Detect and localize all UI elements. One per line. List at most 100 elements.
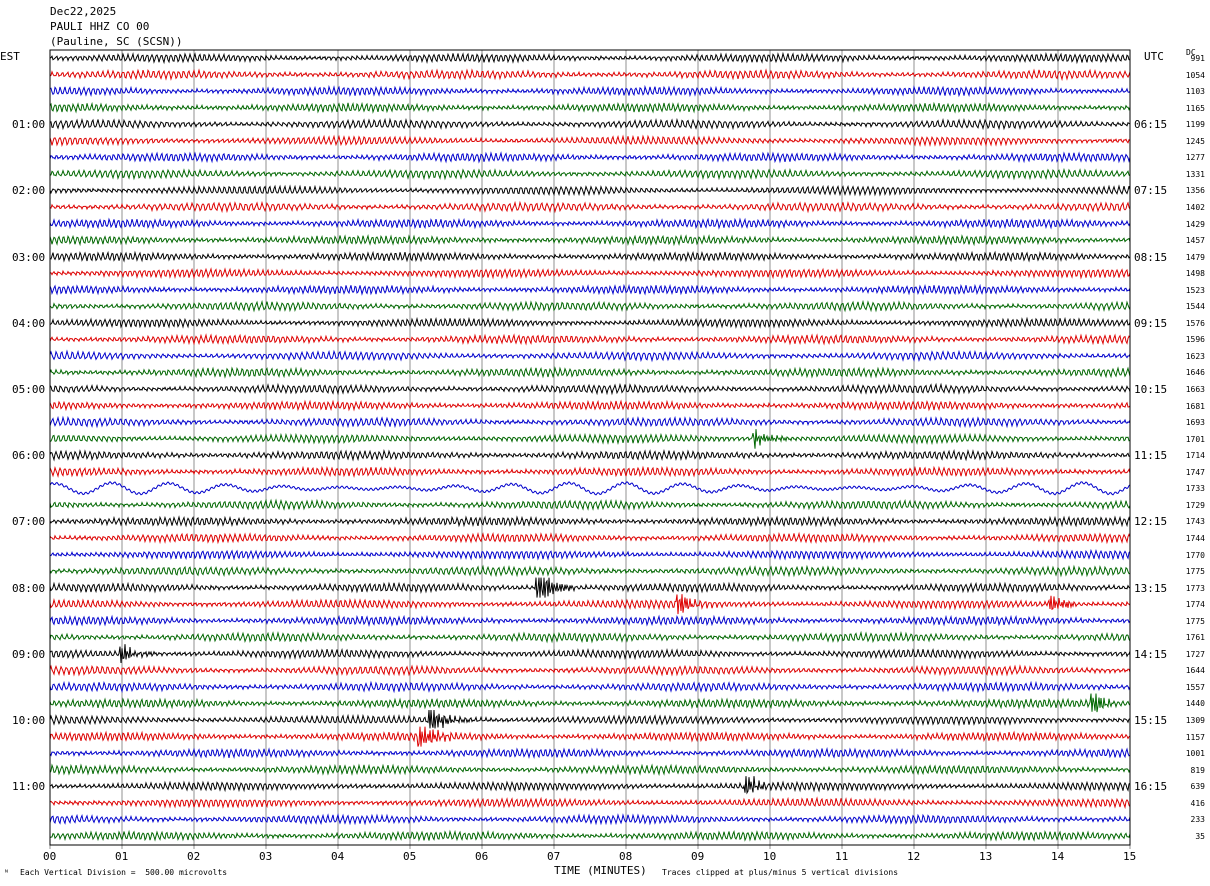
dc-offset-label: 1440 <box>1185 699 1205 709</box>
trace-row-18 <box>49 349 1131 363</box>
trace-row-19 <box>49 366 1131 379</box>
trace-row-12 <box>49 250 1131 263</box>
right-hour-label: 16:15 <box>1134 780 1168 794</box>
trace-row-2 <box>49 84 1131 98</box>
x-tick-label: 02 <box>187 850 201 863</box>
dc-offset-label: 1743 <box>1185 517 1205 527</box>
plot-frame <box>49 49 1131 846</box>
x-tick-label: 09 <box>691 850 705 863</box>
x-tick-label: 04 <box>331 850 345 863</box>
x-tick-label: 10 <box>763 850 777 863</box>
dc-offset-label: 1498 <box>1185 269 1205 279</box>
x-tick-label: 03 <box>259 850 273 863</box>
dc-offset-label: 1277 <box>1185 153 1205 163</box>
dc-offset-label: 1245 <box>1185 136 1205 146</box>
seismic-traces <box>49 51 1131 842</box>
dc-offset-label: 1729 <box>1185 500 1205 510</box>
header-location: (Pauline, SC (SCSN)) <box>50 35 183 48</box>
trace-row-20 <box>49 382 1131 396</box>
left-hour-label: 07:00 <box>12 515 46 529</box>
left-timezone-label: EST <box>0 50 20 63</box>
dc-offset-label: 35 <box>1195 831 1205 841</box>
trace-row-1 <box>49 68 1131 82</box>
trace-row-15 <box>49 299 1131 313</box>
trace-row-31 <box>49 564 1131 578</box>
trace-row-45 <box>49 796 1131 810</box>
trace-row-10 <box>49 217 1131 230</box>
trace-row-32 <box>49 577 1131 598</box>
minute-grid <box>49 50 1131 849</box>
trace-row-34 <box>49 614 1131 627</box>
dc-offset-label: 1523 <box>1185 285 1205 295</box>
clip-note: Traces clipped at plus/minus 5 vertical … <box>662 868 899 877</box>
trace-row-37 <box>49 664 1131 677</box>
trace-row-23 <box>49 429 1131 449</box>
dc-offset-label: 1402 <box>1185 202 1205 212</box>
trace-row-14 <box>49 283 1131 296</box>
trace-row-36 <box>49 644 1131 664</box>
dc-offset-label: 1331 <box>1185 169 1205 179</box>
dc-offset-label: 1701 <box>1185 434 1205 444</box>
dc-offset-label: 991 <box>1190 54 1205 63</box>
trace-row-38 <box>49 680 1131 694</box>
trace-row-6 <box>49 151 1131 164</box>
dc-offset-label: 1727 <box>1185 649 1205 659</box>
dc-offset-label: 1775 <box>1185 616 1205 626</box>
dc-offset-label: 1681 <box>1185 401 1205 411</box>
dc-offset-label: 1544 <box>1185 302 1205 312</box>
dc-offset-label: 1774 <box>1185 600 1205 610</box>
trace-row-41 <box>49 726 1131 747</box>
dc-offset-label: 1623 <box>1185 351 1205 361</box>
dc-offset-label: 1199 <box>1185 120 1205 130</box>
trace-row-4 <box>49 117 1131 131</box>
dc-offset-label: 1479 <box>1185 252 1205 262</box>
dc-offset-label: 1744 <box>1185 533 1205 543</box>
dc-offset-label: 1644 <box>1185 666 1205 676</box>
trace-row-35 <box>49 630 1131 644</box>
header-station: PAULI HHZ CO 00 <box>50 20 150 33</box>
left-hour-label: 09:00 <box>12 647 46 661</box>
trace-row-16 <box>49 316 1131 329</box>
x-tick-label: 05 <box>403 850 417 863</box>
dc-offset-label: 1747 <box>1185 467 1205 477</box>
x-tick-label: 12 <box>907 850 921 863</box>
trace-row-17 <box>49 333 1131 346</box>
trace-row-5 <box>49 134 1131 148</box>
left-hour-label: 06:00 <box>12 449 46 463</box>
trace-row-28 <box>49 515 1131 528</box>
dc-offset-label: 1773 <box>1185 583 1205 593</box>
trace-row-21 <box>49 399 1131 412</box>
trace-row-40 <box>49 709 1131 729</box>
dc-offset-label: 1596 <box>1185 335 1205 345</box>
left-hour-label: 03:00 <box>12 250 46 264</box>
dc-offset-label: 1165 <box>1185 103 1205 113</box>
right-hour-label: 11:15 <box>1134 449 1168 463</box>
trace-row-8 <box>49 184 1131 197</box>
left-hour-label: 02:00 <box>12 184 46 198</box>
dc-offset-label: 1693 <box>1185 418 1205 428</box>
trace-row-9 <box>49 200 1131 214</box>
x-tick-label: 08 <box>619 850 633 863</box>
trace-row-39 <box>49 693 1131 713</box>
dc-offset-label: 1557 <box>1185 682 1205 692</box>
dc-offset-label: 1646 <box>1185 368 1205 378</box>
dc-offset-label: 1733 <box>1185 484 1205 494</box>
dc-offset-label: 1770 <box>1185 550 1205 560</box>
x-tick-label: 06 <box>475 850 489 863</box>
dc-offset-label: 1001 <box>1185 749 1205 759</box>
left-hour-label: 11:00 <box>12 780 46 794</box>
trace-row-33 <box>49 594 1131 615</box>
left-hour-label: 10:00 <box>12 714 46 727</box>
right-hour-label: 12:15 <box>1134 515 1168 529</box>
trace-row-46 <box>49 813 1131 826</box>
dc-offset-label: 1157 <box>1185 732 1205 742</box>
x-tick-label: 07 <box>547 850 561 863</box>
trace-row-7 <box>49 167 1131 181</box>
trace-row-3 <box>49 101 1131 114</box>
dc-offset-label: 1761 <box>1185 633 1205 643</box>
trace-row-26 <box>49 481 1131 496</box>
trace-row-27 <box>49 498 1131 511</box>
trace-row-44 <box>49 776 1131 795</box>
dc-offset-label: 1429 <box>1185 219 1205 229</box>
